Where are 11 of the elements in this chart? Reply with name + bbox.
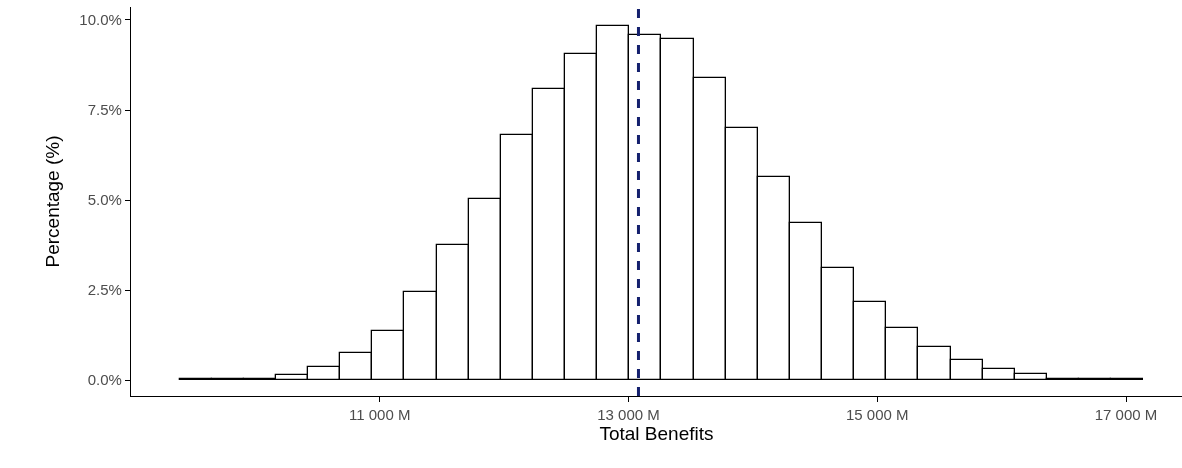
y-tick-label: 0.0% — [87, 371, 122, 389]
x-tick-label: 15 000 M — [846, 406, 909, 424]
y-tick-label: 5.0% — [87, 191, 122, 209]
x-axis-title: Total Benefits — [599, 423, 714, 445]
y-tick-label: 10.0% — [79, 11, 122, 29]
y-tick-label: 7.5% — [87, 101, 122, 119]
x-tick-label: 11 000 M — [349, 406, 411, 424]
x-tick-label: 13 000 M — [597, 406, 660, 424]
x-tick-label: 17 000 M — [1094, 406, 1158, 424]
y-tick-label: 2.5% — [87, 281, 122, 299]
y-axis-title: Percentage (%) — [42, 135, 64, 268]
